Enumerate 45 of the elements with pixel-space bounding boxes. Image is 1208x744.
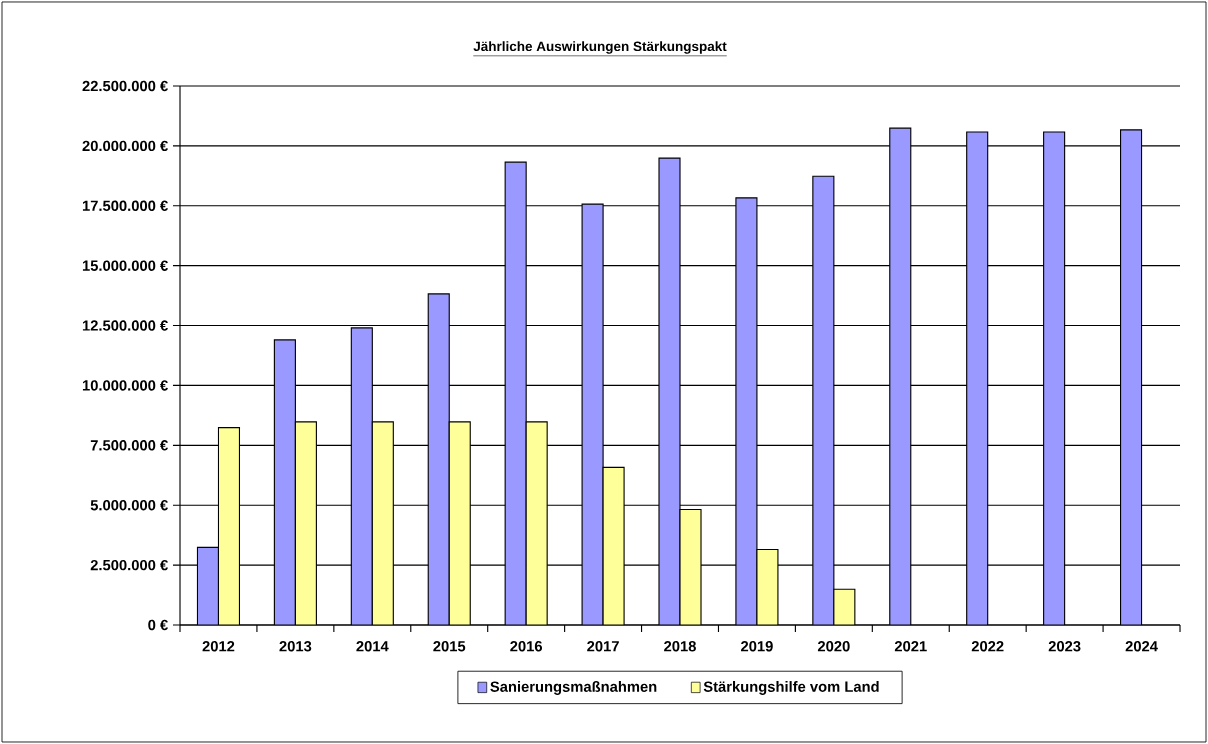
- bar: [448, 421, 471, 625]
- x-tick-label: 2016: [510, 641, 543, 652]
- bar: [889, 127, 912, 625]
- chart-title: Jährliche Auswirkungen Stärkungspakt: [473, 41, 727, 54]
- x-tick-label: 2023: [1048, 641, 1081, 652]
- bar: [217, 427, 241, 625]
- legend-label: Sanierungsmaßnahmen: [490, 681, 657, 695]
- bar: [602, 466, 625, 625]
- y-tick-label: 0 €: [148, 619, 168, 631]
- y-tick-label: 22.500.000 €: [82, 80, 168, 92]
- x-tick-label: 2019: [741, 641, 773, 652]
- bar: [504, 161, 527, 625]
- y-tick-label: 7.500.000 €: [90, 440, 168, 451]
- x-tick-label: 2024: [1125, 641, 1158, 652]
- bar: [371, 421, 394, 625]
- bar: [196, 546, 220, 625]
- x-tick-label: 2018: [664, 641, 696, 652]
- y-tick-label: 20.000.000 €: [82, 140, 168, 152]
- y-tick-label: 17.500.000 €: [82, 200, 168, 211]
- bar: [1043, 131, 1066, 625]
- y-tick-label: 12.500.000 €: [82, 320, 168, 331]
- x-tick-label: 2020: [817, 641, 850, 652]
- legend-label: Stärkungshilfe vom Land: [703, 681, 879, 695]
- bar: [294, 421, 317, 625]
- bar: [427, 293, 450, 625]
- y-tick-label: 10.000.000 €: [82, 380, 168, 391]
- x-tick-label: 2013: [279, 641, 312, 652]
- bar: [658, 157, 681, 625]
- y-tick-label: 15.000.000 €: [82, 260, 168, 271]
- bar: [812, 175, 835, 625]
- bar: [1119, 129, 1143, 625]
- x-tick-label: 2015: [433, 641, 466, 652]
- x-tick-label: 2021: [894, 641, 927, 652]
- bar: [581, 203, 604, 625]
- x-tick-label: 2017: [587, 641, 619, 652]
- y-tick-label: 2.500.000 €: [90, 559, 168, 571]
- bar: [735, 197, 758, 625]
- bar: [273, 339, 296, 625]
- bar: [966, 131, 989, 625]
- x-tick-label: 2012: [202, 641, 235, 652]
- bar: [350, 327, 373, 625]
- bar: [525, 421, 548, 625]
- y-tick-label: 5.000.000 €: [90, 499, 168, 511]
- x-tick-label: 2022: [971, 641, 1004, 652]
- x-tick-label: 2014: [356, 641, 389, 652]
